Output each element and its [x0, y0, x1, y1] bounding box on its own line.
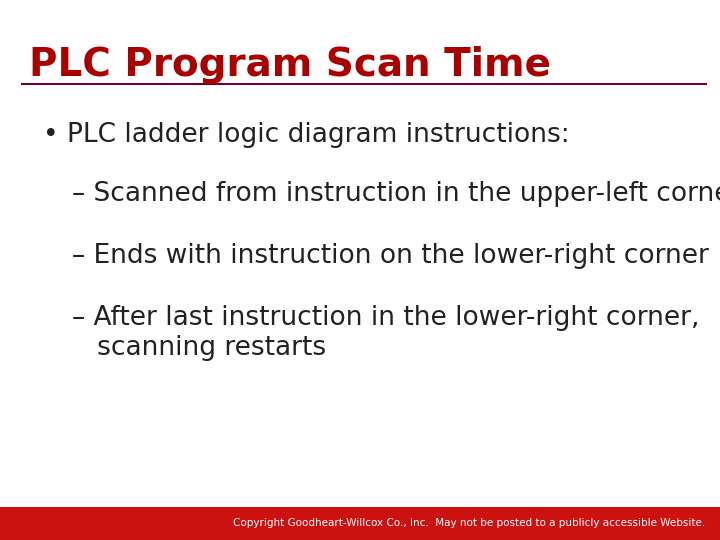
Text: PLC Program Scan Time: PLC Program Scan Time [29, 46, 551, 84]
Text: Copyright Goodheart-Willcox Co., Inc.  May not be posted to a publicly accessibl: Copyright Goodheart-Willcox Co., Inc. Ma… [233, 518, 706, 528]
Text: – Scanned from instruction in the upper-left corner: – Scanned from instruction in the upper-… [72, 181, 720, 207]
Text: – Ends with instruction on the lower-right corner: – Ends with instruction on the lower-rig… [72, 243, 709, 269]
Text: • PLC ladder logic diagram instructions:: • PLC ladder logic diagram instructions: [43, 122, 570, 147]
Text: – After last instruction in the lower-right corner,
   scanning restarts: – After last instruction in the lower-ri… [72, 305, 700, 361]
